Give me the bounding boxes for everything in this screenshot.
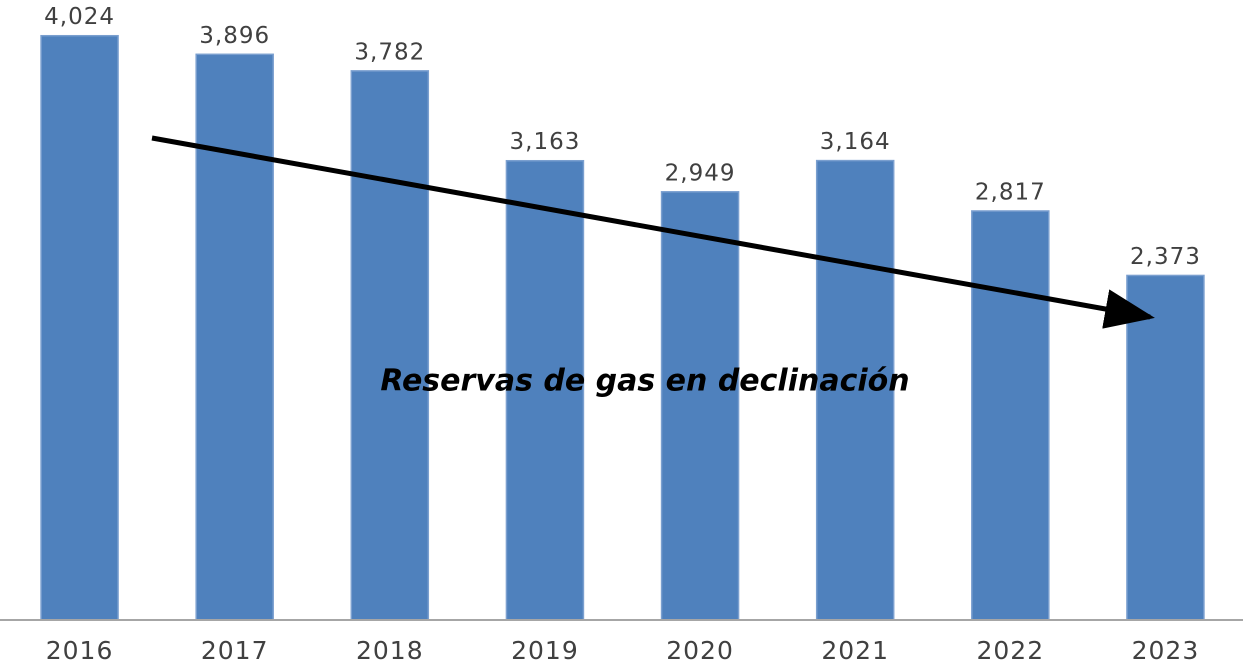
bar (350, 70, 430, 621)
x-tick-label: 2020 (666, 636, 734, 665)
x-tick-label: 2017 (201, 636, 269, 665)
value-label: 3,896 (199, 23, 270, 49)
value-label: 4,024 (44, 4, 115, 30)
bar (505, 159, 585, 621)
x-tick-label: 2021 (821, 636, 889, 665)
trend-arrow (151, 135, 1155, 329)
bar (1126, 274, 1205, 621)
value-label: 2,817 (975, 179, 1046, 205)
value-label: 2,373 (1130, 244, 1201, 270)
x-tick-label: 2018 (356, 636, 424, 665)
bar (195, 53, 274, 621)
value-label: 3,164 (820, 129, 891, 155)
x-tick-label: 2022 (977, 636, 1045, 665)
bar (971, 210, 1050, 621)
value-label: 3,782 (354, 39, 425, 65)
x-tick-label: 2019 (511, 636, 579, 665)
x-tick-label: 2016 (46, 636, 114, 665)
value-label: 2,949 (665, 160, 736, 186)
value-label: 3,163 (510, 129, 581, 155)
bar (660, 191, 740, 621)
bar (815, 159, 895, 621)
annotation: Reservas de gas en declinación (380, 364, 909, 399)
bars (40, 34, 1205, 621)
x-tick-label: 2023 (1132, 636, 1200, 665)
bar (40, 34, 119, 621)
